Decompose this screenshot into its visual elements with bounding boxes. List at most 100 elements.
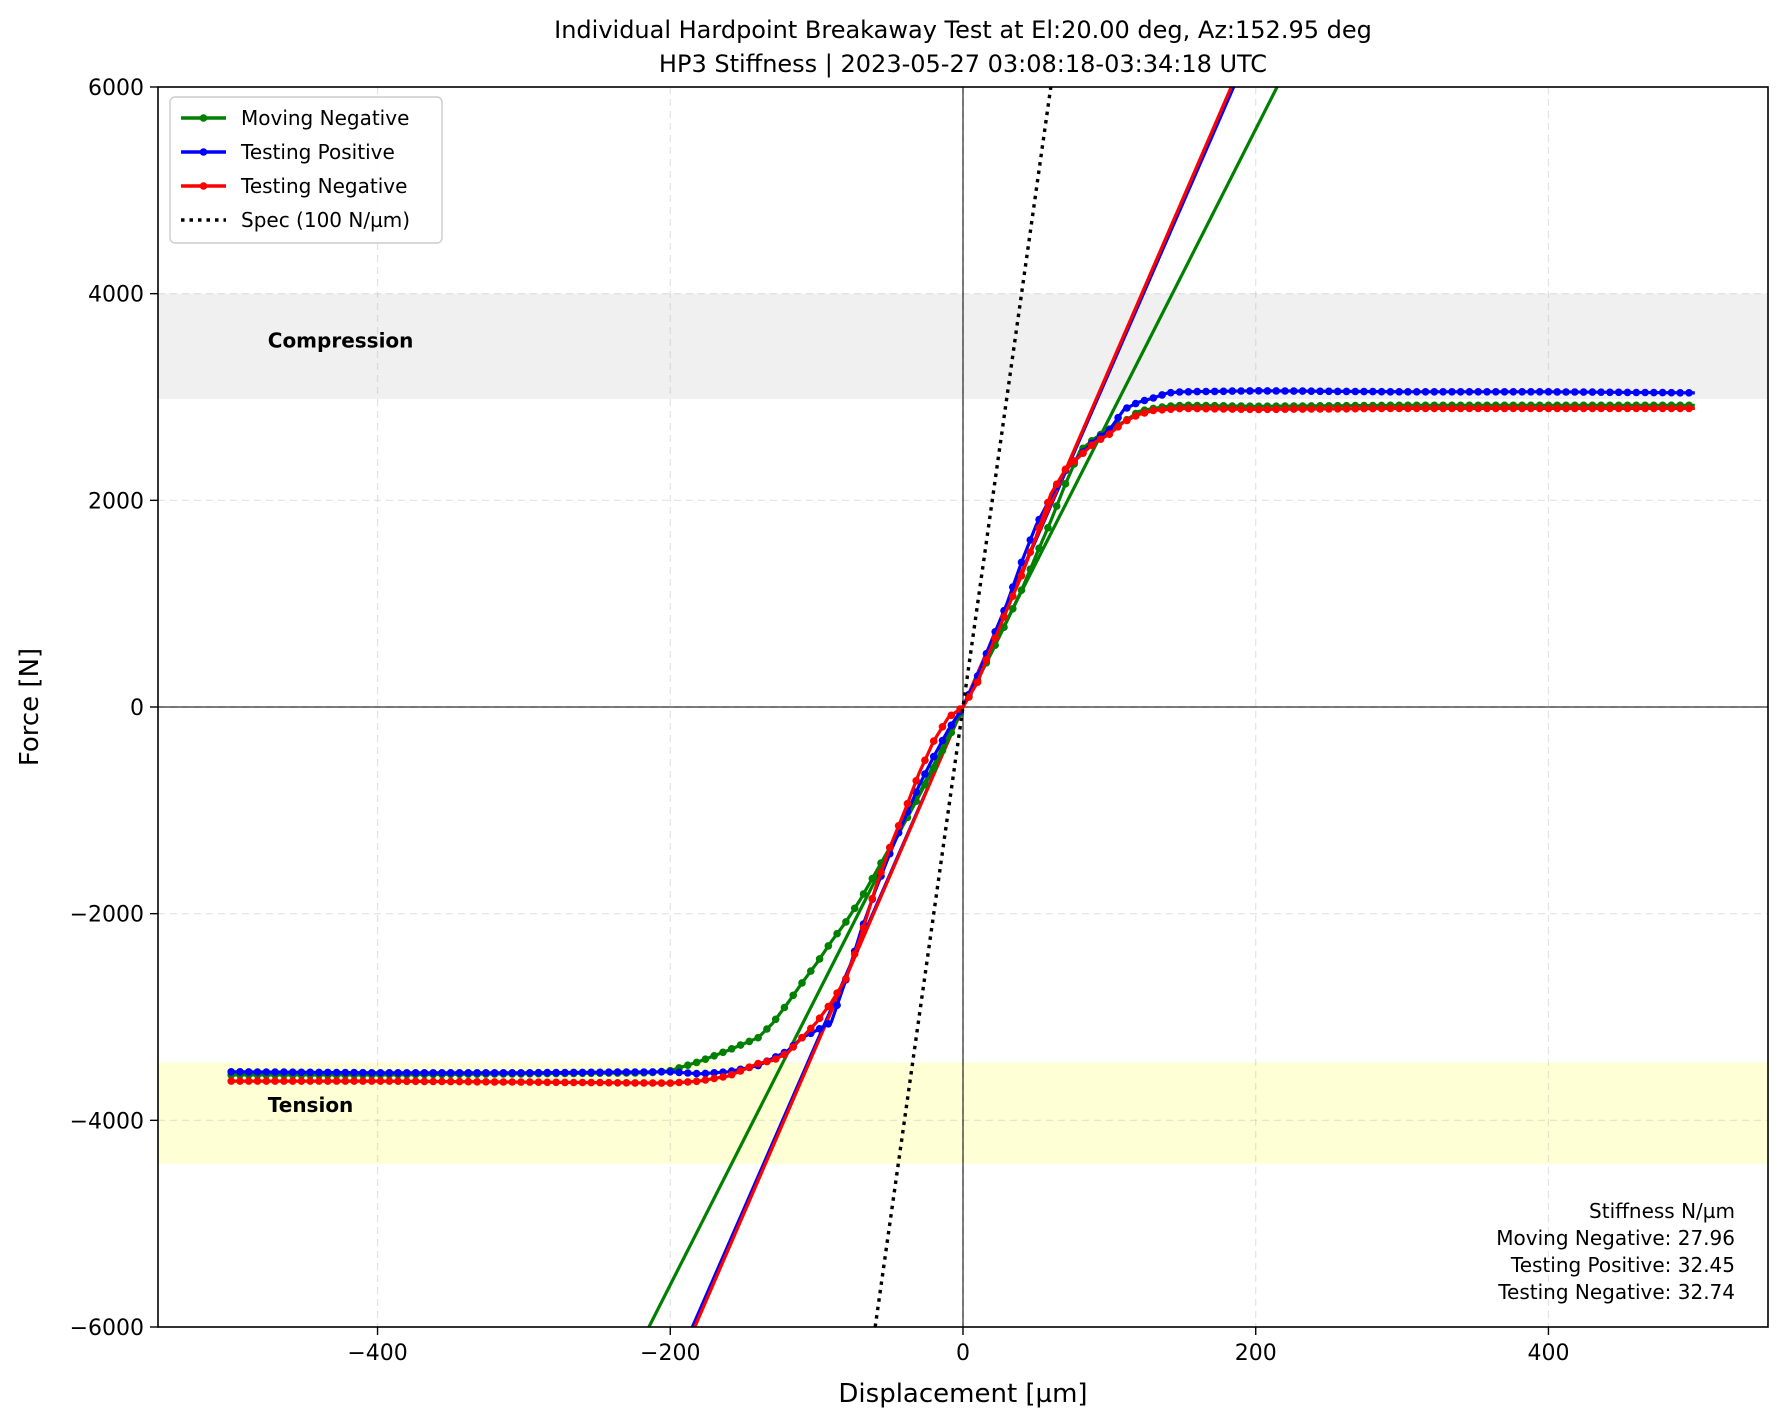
data-point-testing-negative bbox=[903, 799, 912, 808]
data-point-testing-positive bbox=[1158, 391, 1166, 399]
data-point-testing-positive bbox=[640, 1068, 648, 1076]
data-point-testing-negative bbox=[1535, 404, 1544, 413]
data-point-testing-negative bbox=[262, 1077, 271, 1085]
data-point-testing-positive bbox=[473, 1069, 481, 1077]
y-tick-label: 0 bbox=[130, 696, 144, 721]
data-point-moving-negative bbox=[684, 1061, 692, 1069]
data-point-testing-positive bbox=[1404, 388, 1412, 396]
data-point-testing-positive bbox=[578, 1068, 587, 1077]
data-point-testing-positive bbox=[394, 1069, 402, 1077]
data-point-moving-negative bbox=[1026, 565, 1035, 573]
stiffness-box: Stiffness N/µm Moving Negative: 27.96 Te… bbox=[1496, 1199, 1735, 1304]
data-point-testing-positive bbox=[253, 1068, 262, 1076]
legend: Moving Negative Testing Positive Testing N… bbox=[169, 96, 443, 244]
data-point-testing-negative bbox=[490, 1078, 499, 1086]
data-point-testing-negative bbox=[815, 1014, 824, 1022]
data-point-testing-positive bbox=[1290, 387, 1298, 395]
stiffness-line-testing-positive: Testing Positive: 32.45 bbox=[1510, 1253, 1735, 1277]
data-point-testing-positive bbox=[482, 1069, 490, 1077]
data-point-testing-positive bbox=[1307, 387, 1316, 396]
data-point-testing-positive bbox=[1606, 388, 1614, 397]
data-point-testing-negative bbox=[1096, 435, 1105, 444]
data-point-testing-positive bbox=[1395, 388, 1403, 396]
data-point-testing-positive bbox=[420, 1069, 429, 1077]
data-point-testing-negative bbox=[1228, 405, 1237, 413]
data-point-testing-negative bbox=[1456, 404, 1465, 413]
data-point-testing-negative bbox=[1342, 405, 1351, 413]
data-point-testing-negative bbox=[745, 1063, 754, 1071]
data-point-testing-negative bbox=[1070, 457, 1078, 466]
data-point-testing-positive bbox=[1351, 387, 1360, 396]
data-point-testing-positive bbox=[1140, 396, 1149, 405]
data-point-testing-positive bbox=[1316, 387, 1324, 396]
data-point-testing-positive bbox=[1650, 388, 1658, 397]
series-layer bbox=[227, 87, 1695, 1327]
data-point-testing-negative bbox=[526, 1078, 534, 1086]
data-point-testing-negative bbox=[780, 1050, 789, 1059]
data-point-testing-negative bbox=[1333, 405, 1342, 413]
data-point-testing-positive bbox=[288, 1068, 297, 1076]
data-point-testing-positive bbox=[1483, 388, 1491, 396]
data-point-testing-negative bbox=[1044, 498, 1052, 507]
data-point-testing-positive bbox=[1571, 388, 1579, 396]
data-point-testing-positive bbox=[1553, 388, 1561, 396]
data-point-testing-negative bbox=[411, 1077, 420, 1086]
data-point-testing-positive bbox=[1430, 388, 1439, 396]
data-point-testing-positive bbox=[1421, 388, 1430, 396]
data-point-testing-negative bbox=[1588, 404, 1597, 413]
data-point-testing-negative bbox=[1237, 405, 1245, 414]
data-point-testing-negative bbox=[1281, 405, 1289, 414]
y-tick-label: −6000 bbox=[70, 1316, 144, 1341]
data-point-testing-negative bbox=[271, 1077, 279, 1085]
data-point-testing-negative bbox=[1658, 404, 1667, 413]
data-point-testing-positive bbox=[1641, 388, 1649, 397]
data-point-testing-negative bbox=[1307, 405, 1316, 413]
data-point-testing-positive bbox=[517, 1069, 525, 1077]
data-point-testing-negative bbox=[464, 1077, 473, 1086]
data-point-testing-negative bbox=[982, 656, 991, 664]
data-point-testing-positive bbox=[1439, 388, 1447, 396]
data-point-testing-negative bbox=[534, 1078, 543, 1086]
data-point-testing-negative bbox=[1562, 404, 1570, 413]
data-point-testing-negative bbox=[1035, 524, 1043, 532]
data-point-testing-negative bbox=[1439, 404, 1447, 413]
data-point-testing-positive bbox=[411, 1069, 420, 1077]
data-point-testing-positive bbox=[1412, 388, 1421, 396]
data-point-testing-positive bbox=[455, 1069, 464, 1077]
data-point-moving-negative bbox=[833, 929, 841, 938]
data-point-moving-negative bbox=[1044, 524, 1052, 532]
data-point-testing-negative bbox=[1272, 405, 1280, 414]
data-point-testing-negative bbox=[1290, 405, 1298, 413]
data-point-testing-negative bbox=[1316, 405, 1324, 413]
data-point-testing-positive bbox=[367, 1069, 376, 1077]
data-point-testing-negative bbox=[385, 1077, 394, 1085]
data-point-moving-negative bbox=[850, 904, 859, 913]
data-point-testing-negative bbox=[657, 1079, 666, 1087]
data-point-testing-negative bbox=[1026, 548, 1035, 556]
data-point-testing-positive bbox=[385, 1069, 394, 1077]
data-point-testing-positive bbox=[1623, 388, 1632, 397]
data-point-testing-positive bbox=[1123, 404, 1131, 412]
data-point-testing-negative bbox=[1009, 592, 1017, 600]
data-point-testing-negative bbox=[253, 1077, 262, 1085]
data-point-testing-positive bbox=[1017, 558, 1026, 567]
data-point-testing-negative bbox=[1131, 412, 1140, 420]
y-tick-label: −4000 bbox=[70, 1109, 144, 1134]
annotation-compression: Compression bbox=[268, 328, 414, 352]
data-point-testing-negative bbox=[929, 737, 938, 745]
data-point-testing-negative bbox=[912, 777, 920, 785]
data-point-testing-negative bbox=[429, 1077, 438, 1086]
data-point-testing-positive bbox=[929, 752, 938, 761]
data-point-testing-negative bbox=[569, 1078, 578, 1087]
data-point-testing-negative bbox=[446, 1077, 455, 1086]
data-point-testing-negative bbox=[1579, 404, 1588, 413]
x-tick-label: −400 bbox=[347, 1341, 407, 1366]
data-point-testing-positive bbox=[1131, 399, 1140, 408]
y-tick-label: 6000 bbox=[88, 76, 144, 101]
data-point-testing-negative bbox=[807, 1024, 815, 1033]
data-point-testing-negative bbox=[1623, 404, 1632, 413]
data-point-testing-negative bbox=[1448, 404, 1456, 413]
data-point-testing-negative bbox=[1351, 404, 1360, 413]
data-point-testing-negative bbox=[517, 1078, 525, 1086]
data-point-testing-negative bbox=[692, 1077, 701, 1086]
